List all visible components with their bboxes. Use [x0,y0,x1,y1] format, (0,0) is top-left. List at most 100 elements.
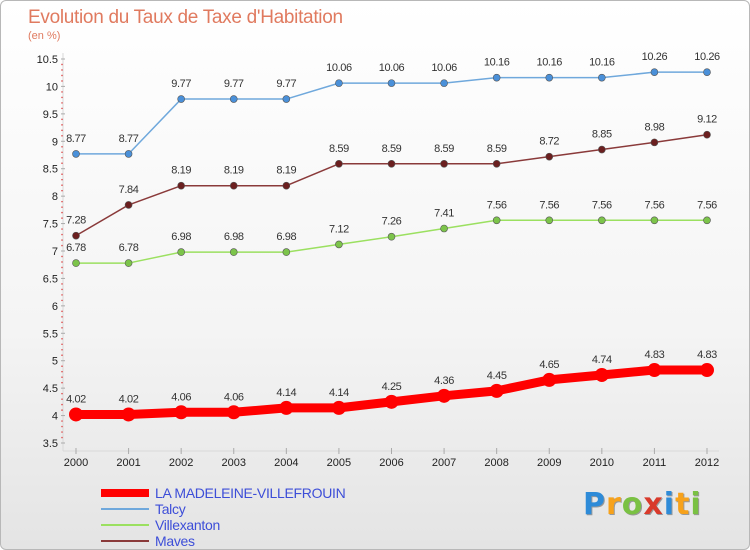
data-point [335,79,343,87]
data-point [545,73,554,82]
y-minor-tick [61,162,63,165]
y-tick-label: 8 [52,191,58,203]
y-minor-tick [61,288,63,291]
data-point [492,159,501,168]
y-tick-label: 9 [52,136,58,148]
y-minor-tick [61,233,63,236]
y-minor-tick [61,178,63,181]
data-label: 6.98 [276,231,296,243]
data-point [124,201,133,209]
y-tick-label: 4.5 [43,383,58,395]
data-point [177,95,185,103]
x-tick-label: 2003 [222,457,246,469]
y-minor-tick [61,261,63,263]
y-minor-tick [61,80,63,82]
y-minor-tick [61,239,63,241]
y-minor-tick [61,425,63,428]
data-label: 8.19 [276,165,296,177]
data-point [72,231,80,240]
data-point [650,216,659,225]
data-label: 4.65 [539,359,559,371]
data-point [124,259,133,267]
y-minor-tick [61,184,63,186]
y-minor-tick [61,200,63,203]
proxiti-logo: Proxiti [583,487,702,522]
data-point [703,130,711,139]
data-label: 8.19 [171,165,191,177]
data-point [489,383,504,398]
y-tick-label: 9.5 [43,109,58,121]
data-label: 7.26 [382,216,402,228]
y-tick-label: 6 [52,301,58,313]
y-minor-tick [61,398,63,400]
legend-swatch [101,489,149,497]
y-minor-tick [61,129,63,132]
data-point [282,95,291,103]
data-point [542,372,557,387]
data-label: 4.74 [592,354,612,366]
y-minor-tick [61,420,63,422]
data-label: 8.77 [119,133,139,145]
data-label: 8.77 [66,133,86,145]
chart-title: Evolution du Taux de Taxe d'Habitation [28,7,343,28]
data-point [545,152,554,161]
chart-subtitle: (en %) [28,30,61,42]
data-point [387,232,396,241]
legend: LA MADELEINE-VILLEFROUIN Talcy Villexanton… [101,485,346,549]
data-label: 10.06 [379,62,405,74]
x-tick-label: 2008 [484,457,508,469]
y-minor-tick [61,431,63,433]
data-point [650,68,659,76]
y-minor-tick [61,189,63,192]
y-minor-tick [61,272,63,274]
y-minor-tick [61,217,63,219]
data-label: 4.45 [487,370,507,382]
data-label: 9.12 [697,114,717,126]
y-minor-tick [61,370,63,373]
data-label: 4.36 [434,375,454,387]
data-label: 8.59 [329,143,349,155]
data-label: 6.78 [66,242,86,254]
y-minor-tick [61,299,63,302]
logo-letter: t [675,487,691,522]
data-label: 7.56 [645,199,665,211]
data-label: 4.06 [224,391,244,403]
data-point [335,240,343,249]
y-minor-tick [61,327,63,329]
data-point [282,248,291,256]
legend-label: Talcy [155,501,186,517]
y-minor-tick [61,376,63,378]
x-tick-label: 2010 [590,457,614,469]
data-point [384,394,399,409]
data-point [492,73,501,82]
data-label: 7.56 [539,199,559,211]
data-label: 9.77 [171,78,191,90]
y-minor-tick [61,145,63,148]
data-point [72,150,80,158]
data-point [703,68,711,76]
x-tick-label: 2011 [643,457,667,469]
y-minor-tick [61,118,63,121]
y-minor-tick [61,354,63,357]
data-point [492,216,501,225]
data-point [226,405,241,420]
y-minor-tick [61,151,63,154]
y-minor-tick [61,211,63,214]
x-tick-label: 2001 [116,457,140,469]
legend-label: LA MADELEINE-VILLEFROUIN [155,485,346,501]
data-label: 4.02 [66,393,86,405]
data-label: 10.26 [642,51,668,63]
data-label: 8.59 [487,143,507,155]
data-point [229,181,238,190]
data-point [69,407,83,422]
data-label: 4.14 [276,387,296,399]
data-point [121,407,136,422]
data-point [647,363,662,378]
x-tick-label: 2006 [379,457,403,469]
y-minor-tick [61,96,63,99]
y-tick-label: 8.5 [43,164,58,176]
data-label: 9.77 [276,78,296,90]
data-point [700,363,714,378]
y-minor-tick [61,365,63,368]
